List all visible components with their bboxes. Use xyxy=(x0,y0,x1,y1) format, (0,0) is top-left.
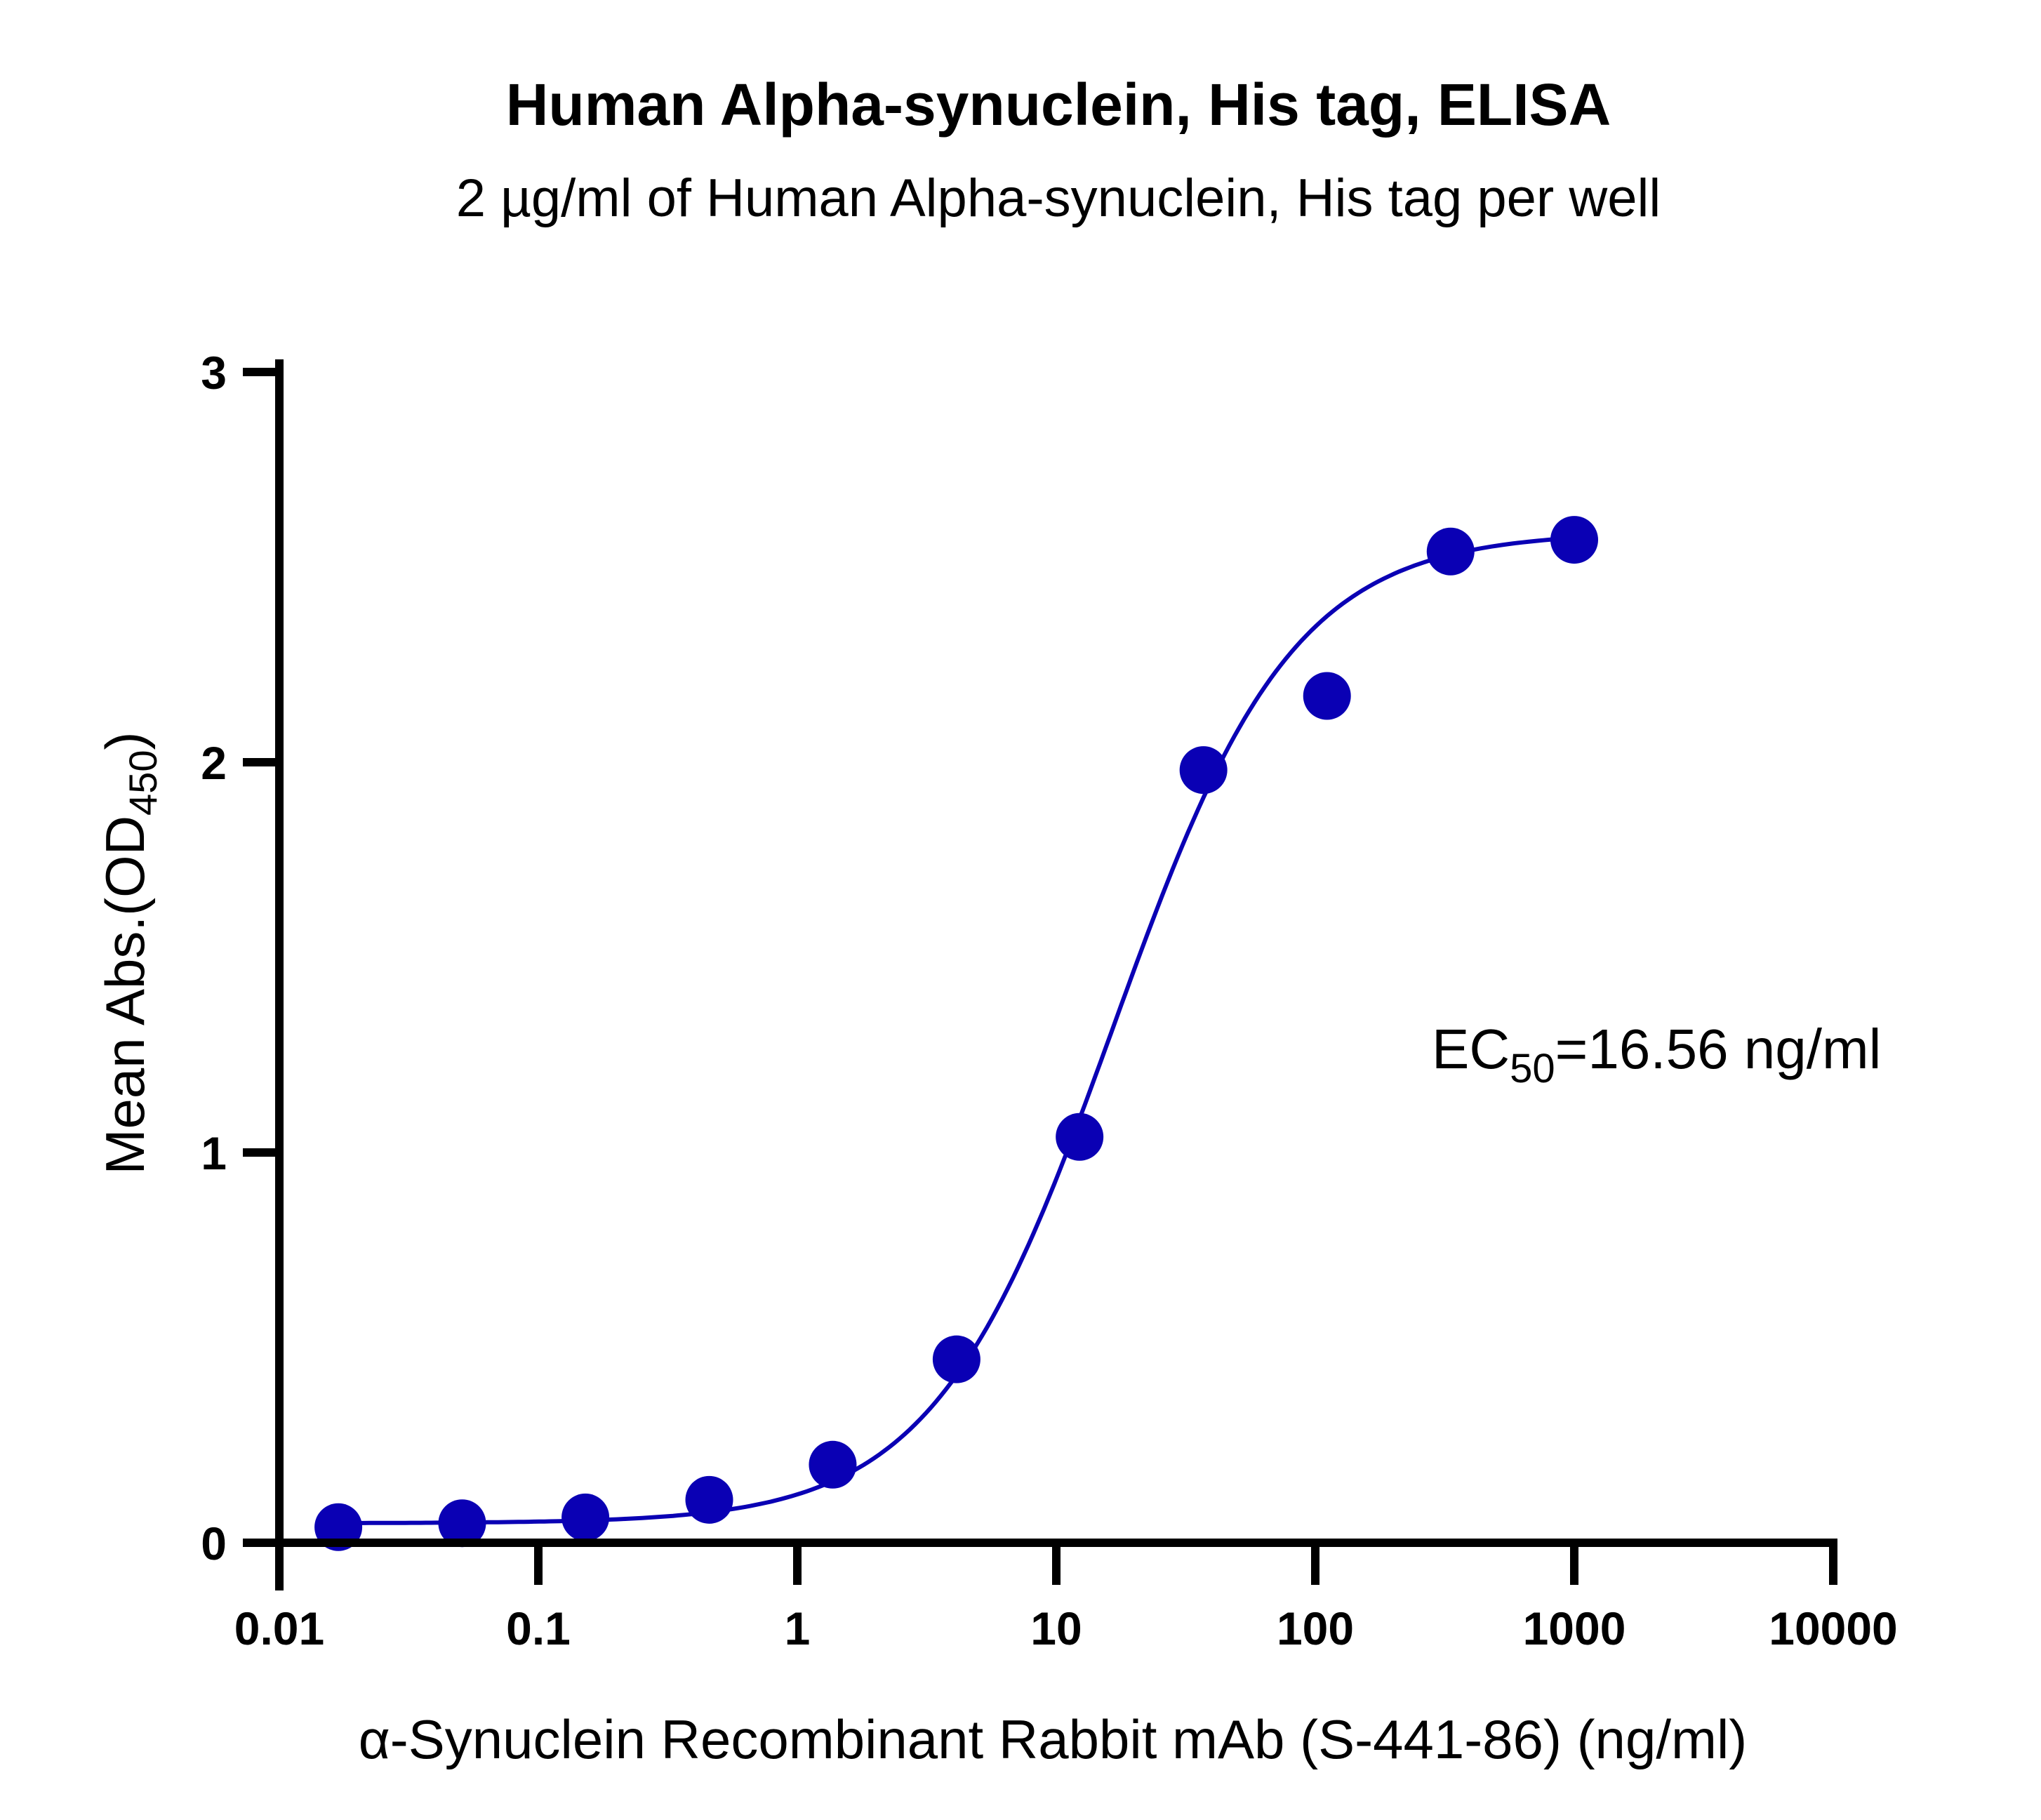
data-point xyxy=(932,1335,980,1383)
x-tick-label: 100 xyxy=(1277,1602,1354,1654)
x-tick-label: 1 xyxy=(785,1602,811,1654)
y-ticks: 0 1 2 3 xyxy=(201,347,279,1569)
x-tick-label: 0.01 xyxy=(234,1602,324,1654)
y-axis-label-main: Mean Abs.(OD xyxy=(94,816,156,1175)
x-axis-label: α-Synuclein Recombinant Rabbit mAb (S-44… xyxy=(359,1708,1748,1770)
y-tick-label: 2 xyxy=(201,737,227,789)
data-point xyxy=(1303,672,1351,720)
axes: 0.01 0.1 1 10 100 1000 10000 0 1 2 3 xyxy=(201,347,1897,1654)
points-layer xyxy=(314,516,1598,1551)
ec50-prefix: EC xyxy=(1432,1018,1510,1080)
x-tick-label: 1000 xyxy=(1523,1602,1626,1654)
data-point xyxy=(809,1440,857,1489)
y-tick-label: 3 xyxy=(201,347,227,399)
y-tick-label: 1 xyxy=(201,1127,227,1179)
chart-subtitle: 2 µg/ml of Human Alpha-synuclein, His ta… xyxy=(456,168,1661,228)
data-point xyxy=(561,1493,610,1541)
x-tick-label: 10 xyxy=(1030,1602,1082,1654)
x-tick-label: 10000 xyxy=(1769,1602,1898,1654)
data-point xyxy=(685,1475,733,1524)
x-tick-label: 0.1 xyxy=(506,1602,571,1654)
ec50-subscript: 50 xyxy=(1510,1046,1555,1091)
data-point xyxy=(1179,746,1228,795)
x-ticks: 0.01 0.1 1 10 100 1000 10000 xyxy=(234,1543,1898,1654)
y-axis-label-close: ) xyxy=(94,732,156,750)
data-point xyxy=(1426,527,1475,576)
data-point xyxy=(1056,1112,1104,1161)
y-axis-label: Mean Abs.(OD450) xyxy=(94,732,165,1175)
plot-area xyxy=(314,516,1598,1551)
data-point xyxy=(438,1499,486,1548)
y-tick-label: 0 xyxy=(201,1517,227,1569)
chart-title: Human Alpha-synuclein, His tag, ELISA xyxy=(506,72,1611,138)
data-point xyxy=(1550,516,1598,564)
y-axis-label-sub: 450 xyxy=(121,750,165,816)
ec50-value: =16.56 ng/ml xyxy=(1555,1018,1882,1080)
ec50-annotation: EC50=16.56 ng/ml xyxy=(1432,1018,1881,1091)
